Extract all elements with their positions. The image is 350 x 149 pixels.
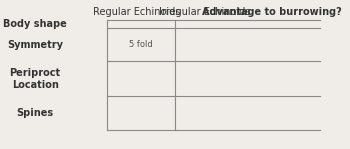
Text: Body shape: Body shape: [3, 19, 67, 29]
Text: Spines: Spines: [16, 108, 54, 118]
Text: 5 fold: 5 fold: [130, 40, 153, 49]
Text: Symmetry: Symmetry: [7, 39, 63, 49]
Text: Advantage to burrowing?: Advantage to burrowing?: [202, 7, 342, 17]
Text: Irregular Echinoids: Irregular Echinoids: [159, 7, 250, 17]
Text: Periproct
Location: Periproct Location: [9, 68, 61, 90]
Text: Regular Echinoids: Regular Echinoids: [93, 7, 180, 17]
